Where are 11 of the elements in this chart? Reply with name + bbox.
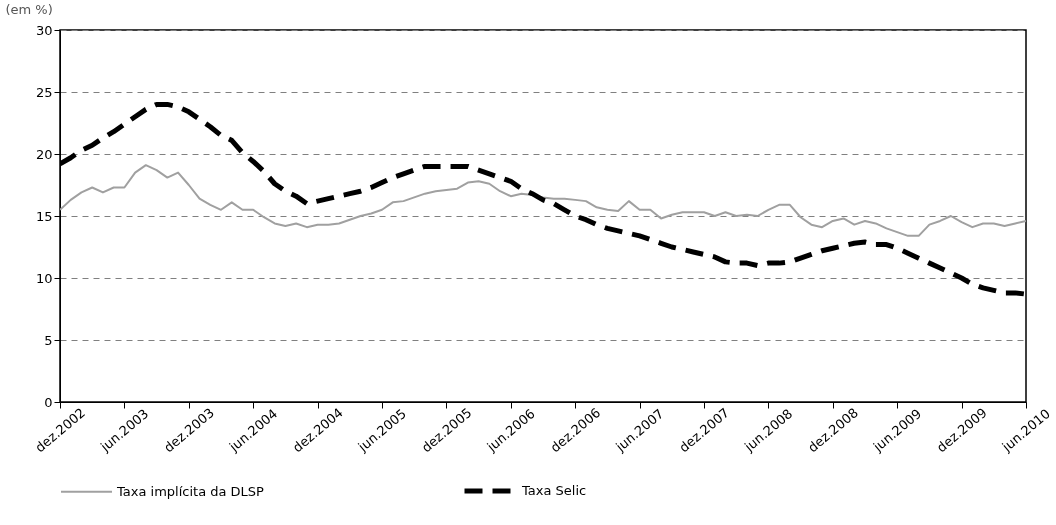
y-tick-label: 0	[44, 394, 53, 410]
line-series	[60, 164, 1026, 237]
legend-label: Taxa implícita da DLSP	[116, 483, 265, 499]
y-tick-label: 10	[35, 270, 53, 286]
y-tick-label: 20	[35, 146, 53, 162]
y-tick-label: 30	[35, 22, 53, 38]
y-tick-label: 15	[35, 208, 53, 224]
legend-label: Taxa Selic	[521, 483, 587, 498]
y-tick-label: 5	[44, 332, 53, 348]
y-tick-label: 25	[35, 84, 53, 100]
y-axis-title: (em %)	[5, 1, 53, 17]
